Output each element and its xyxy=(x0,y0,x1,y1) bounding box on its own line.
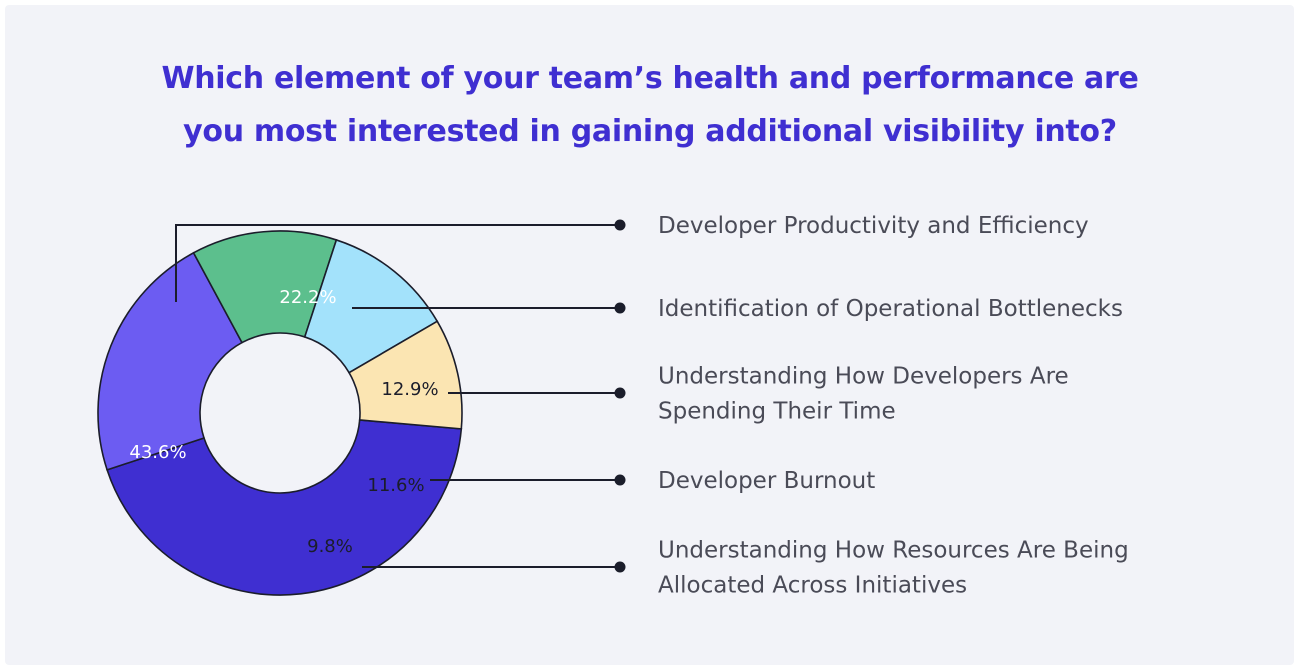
slice-value-label-2: 22.2% xyxy=(279,287,336,308)
legend-label-5-line-1: Understanding How Resources Are Being xyxy=(658,538,1129,564)
legend-label-4-line-1: Developer Burnout xyxy=(658,468,875,494)
leader-lines xyxy=(175,219,626,573)
legend-dot-1 xyxy=(614,219,626,231)
chart-title-line-2: you most interested in gaining additiona… xyxy=(183,114,1117,149)
donut-slice-3 xyxy=(192,230,338,344)
legend-label-2-line-1: Identification of Operational Bottleneck… xyxy=(658,296,1123,322)
legend-label-4: Developer Burnout xyxy=(658,468,875,494)
legend-dot-5 xyxy=(614,561,626,573)
legend-label-3-line-1: Understanding How Developers Are xyxy=(658,364,1069,390)
legend-label-2: Identification of Operational Bottleneck… xyxy=(658,296,1123,322)
legend-dot-4 xyxy=(614,474,626,486)
legend-label-3-line-2: Spending Their Time xyxy=(658,399,896,425)
legend-label-1-line-1: Developer Productivity and Efficiency xyxy=(658,213,1089,239)
legend-label-1: Developer Productivity and Efficiency xyxy=(658,213,1089,239)
legend-dot-2 xyxy=(614,302,626,314)
legend-label-5-line-2: Allocated Across Initiatives xyxy=(658,573,967,599)
donut-slice-5 xyxy=(348,320,463,430)
chart-title: Which element of your team’s health and … xyxy=(0,52,1300,158)
chart-title-line-1: Which element of your team’s health and … xyxy=(161,61,1139,96)
legend-dot-3 xyxy=(614,387,626,399)
slice-value-label-5: 9.8% xyxy=(307,536,353,557)
leader-line-1 xyxy=(175,224,620,302)
slice-value-label-1: 43.6% xyxy=(129,442,186,463)
donut-slices xyxy=(97,230,463,596)
slice-value-labels: 43.6% 22.2% 12.9% 11.6% 9.8% xyxy=(129,287,438,557)
donut-slice-2 xyxy=(97,251,244,471)
legend: Developer Productivity and Efficiency Ide… xyxy=(658,213,1129,599)
donut-slice-1 xyxy=(106,419,463,596)
legend-label-5: Understanding How Resources Are Being All… xyxy=(658,538,1129,599)
slice-value-label-4: 11.6% xyxy=(367,475,424,496)
slice-value-label-3: 12.9% xyxy=(381,379,438,400)
legend-label-3: Understanding How Developers Are Spending… xyxy=(658,364,1069,425)
